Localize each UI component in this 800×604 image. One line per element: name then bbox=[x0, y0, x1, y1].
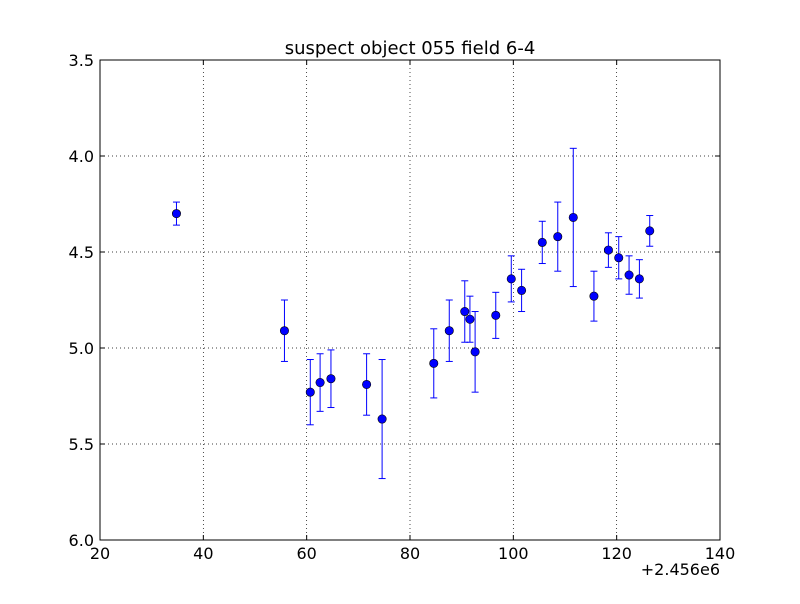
x-tick-label: 80 bbox=[400, 544, 420, 563]
data-point bbox=[506, 274, 516, 284]
data-point bbox=[326, 374, 336, 384]
tick-labels: 20 40 60 80 100 120 140 3.5 4.0 4.5 5.0 5.5 6.0 bbox=[69, 51, 736, 563]
data-point bbox=[645, 226, 655, 236]
data-point bbox=[624, 270, 634, 280]
data-point bbox=[444, 326, 454, 336]
plot-frame bbox=[99, 59, 721, 541]
x-offset-label: +2.456e6 bbox=[641, 560, 720, 579]
data-point bbox=[460, 307, 470, 317]
x-tick-label: 60 bbox=[296, 544, 316, 563]
data-points bbox=[171, 209, 655, 424]
data-point bbox=[517, 285, 527, 295]
x-tick-label: 140 bbox=[705, 544, 736, 563]
data-point bbox=[171, 209, 181, 219]
y-tick-label: 5.5 bbox=[69, 435, 94, 454]
data-point bbox=[470, 347, 480, 357]
data-point bbox=[537, 237, 547, 247]
data-point bbox=[362, 379, 372, 389]
y-tick-label: 5.0 bbox=[69, 339, 94, 358]
data-point bbox=[568, 212, 578, 222]
data-point bbox=[614, 253, 624, 263]
data-point bbox=[315, 378, 325, 388]
x-tick-label: 100 bbox=[498, 544, 529, 563]
data-point bbox=[465, 314, 475, 324]
x-tick-label: 120 bbox=[601, 544, 632, 563]
data-point bbox=[603, 245, 613, 255]
data-point bbox=[279, 326, 289, 336]
data-point bbox=[589, 291, 599, 301]
data-point bbox=[553, 232, 563, 242]
data-point bbox=[305, 387, 315, 397]
data-point bbox=[634, 274, 644, 284]
x-tick-label: 40 bbox=[193, 544, 213, 563]
x-tick-label: 20 bbox=[90, 544, 110, 563]
y-tick-label: 3.5 bbox=[69, 51, 94, 70]
data-point bbox=[491, 310, 501, 320]
data-point bbox=[429, 358, 439, 368]
chart-title: suspect object 055 field 6-4 bbox=[285, 38, 536, 59]
y-tick-label: 6.0 bbox=[69, 531, 94, 550]
y-tick-label: 4.0 bbox=[69, 147, 94, 166]
grid bbox=[100, 60, 720, 540]
y-tick-label: 4.5 bbox=[69, 243, 94, 262]
data-point bbox=[377, 414, 387, 424]
